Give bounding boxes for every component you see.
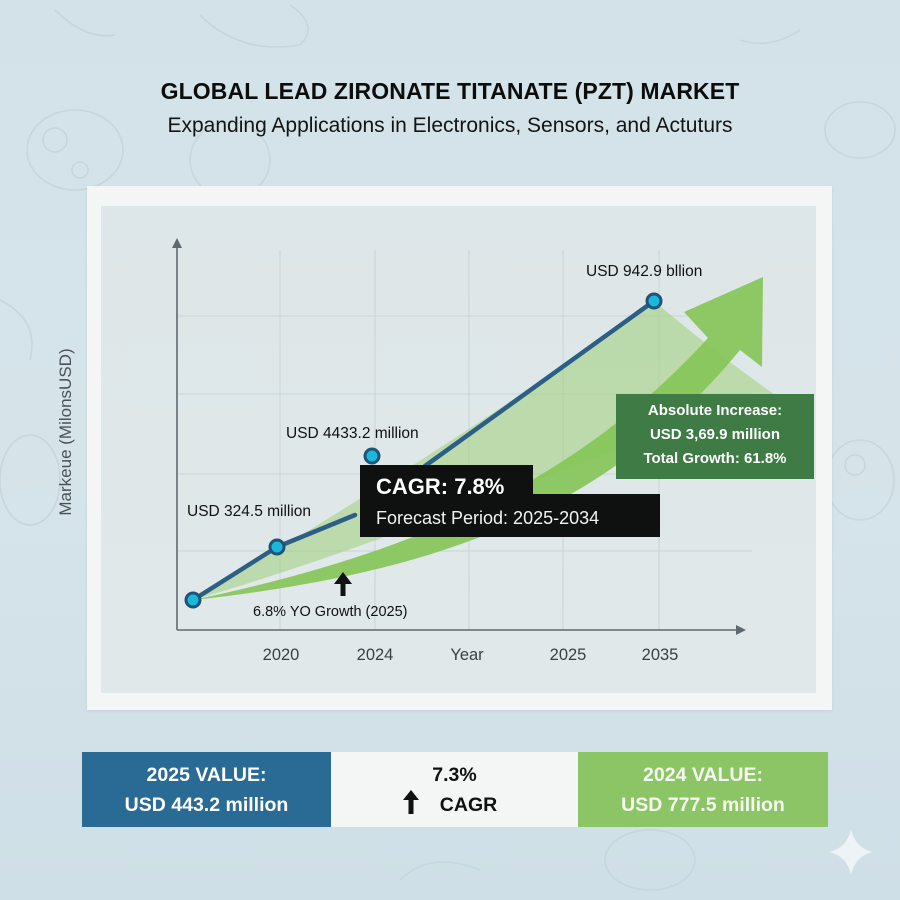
- cagr-callout-bg: [360, 494, 660, 537]
- sparkle-icon: [829, 829, 873, 875]
- stat-2025-value: 2025 VALUE: USD 443.2 million: [82, 752, 331, 827]
- x-axis-title: Year: [450, 646, 484, 664]
- stat-cagr-value: 7.3%: [432, 763, 477, 786]
- data-line-segment: [422, 298, 657, 469]
- up-arrow-icon: [403, 790, 419, 814]
- x-tick-2035: 2035: [641, 646, 679, 664]
- absolute-increase-callout: Absolute Increase: USD 3,69.9 million To…: [616, 394, 814, 479]
- data-point-start: [184, 591, 202, 609]
- stat-2024-amount: USD 777.5 million: [621, 793, 785, 816]
- cagr-callout-title: CAGR: 7.8%: [376, 474, 505, 499]
- point-label-2020: USD 324.5 million: [187, 503, 312, 520]
- cagr-callout-bg-top: [360, 465, 533, 496]
- data-point-2024: [363, 447, 381, 465]
- x-tick-2020: 2020: [262, 646, 300, 664]
- total-growth: Total Growth: 61.8%: [643, 450, 787, 467]
- absolute-increase-value: USD 3,69.9 million: [649, 426, 781, 443]
- cagr-callout-period: Forecast Period: 2025-2034: [376, 508, 600, 528]
- up-arrow-icon: [334, 572, 352, 596]
- stat-cagr-label: CAGR: [439, 793, 498, 816]
- stat-2025-label: 2025 VALUE:: [146, 763, 267, 786]
- data-point-2035: [645, 292, 663, 310]
- x-tick-2024: 2024: [356, 646, 394, 664]
- stat-cagr: 7.3% CAGR: [331, 752, 578, 827]
- axes: [172, 238, 746, 635]
- point-label-2024: USD 4433.2 million: [286, 425, 419, 442]
- yoy-growth-note: 6.8% YO Growth (2025): [253, 604, 408, 620]
- stat-2025-amount: USD 443.2 million: [124, 793, 289, 816]
- page-title: GLOBAL LEAD ZIRONATE TITANATE (PZT) MARK…: [160, 78, 740, 104]
- point-label-2035: USD 942.9 bllion: [586, 263, 703, 280]
- growth-area-light: [193, 301, 775, 600]
- y-axis-label: Markeue (MilonsUSD): [56, 348, 75, 516]
- page-subtitle: Expanding Applications in Electronics, S…: [167, 114, 733, 137]
- absolute-increase-label: Absolute Increase:: [647, 402, 783, 419]
- stats-bar: 2025 VALUE: USD 443.2 million 7.3% CAGR …: [82, 752, 828, 827]
- data-point-2020: [268, 538, 286, 556]
- stat-2024-value: 2024 VALUE: USD 777.5 million: [578, 752, 828, 827]
- stat-2024-label: 2024 VALUE:: [643, 763, 763, 786]
- x-tick-2025: 2025: [549, 646, 587, 664]
